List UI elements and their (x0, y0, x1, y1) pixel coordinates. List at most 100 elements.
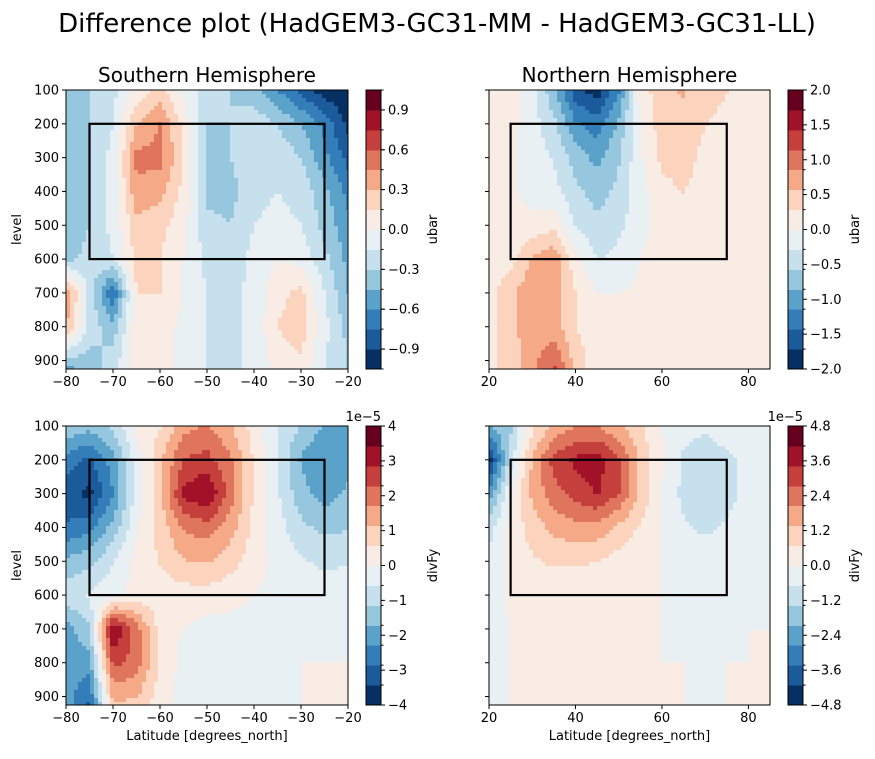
contour-cell (90, 262, 94, 266)
contour-cell (154, 154, 158, 158)
contour-cell (170, 270, 174, 274)
contour-cell (266, 246, 270, 250)
contour-cell (286, 242, 290, 246)
contour-cell (254, 142, 258, 146)
contour-cell (306, 358, 310, 362)
contour-cell (222, 270, 226, 274)
contour-cell (110, 278, 114, 282)
contour-cell (150, 226, 154, 230)
contour-cell (78, 354, 82, 358)
contour-cell (250, 338, 254, 342)
contour-cell (222, 362, 226, 366)
contour-cell (222, 242, 226, 246)
contour-cell (298, 358, 302, 362)
contour-cell (126, 302, 130, 306)
contour-cell (178, 202, 182, 206)
contour-cell (118, 98, 122, 102)
contour-cell (310, 198, 314, 202)
contour-cell (126, 118, 130, 122)
contour-cell (126, 226, 130, 230)
contour-cell (222, 118, 226, 122)
contour-cell (94, 114, 98, 118)
contour-cell (258, 238, 262, 242)
contour-cell (142, 118, 146, 122)
contour-cell (294, 274, 298, 278)
contour-cell (154, 98, 158, 102)
contour-cell (206, 182, 210, 186)
contour-cell (334, 250, 338, 254)
contour-cell (178, 194, 182, 198)
contour-cell (186, 246, 190, 250)
contour-cell (270, 250, 274, 254)
contour-cell (154, 270, 158, 274)
contour-cell (282, 290, 286, 294)
contour-cell (342, 110, 346, 114)
contour-cell (142, 214, 146, 218)
contour-cell (190, 310, 194, 314)
contour-cell (190, 298, 194, 302)
contour-cell (342, 90, 346, 94)
contour-cell (134, 350, 138, 354)
contour-cell (238, 170, 242, 174)
contour-cell (330, 350, 334, 354)
contour-cell (158, 282, 162, 286)
contour-cell (306, 338, 310, 342)
contour-cell (102, 130, 106, 134)
contour-cell (306, 154, 310, 158)
contour-cell (314, 362, 318, 366)
contour-cell (166, 238, 170, 242)
contour-cell (230, 278, 234, 282)
contour-cell (314, 150, 318, 154)
contour-cell (222, 114, 226, 118)
contour-cell (246, 214, 250, 218)
contour-cell (178, 362, 182, 366)
contour-cell (150, 278, 154, 282)
contour-cell (222, 162, 226, 166)
contour-cell (234, 154, 238, 158)
contour-cell (166, 282, 170, 286)
contour-cell (126, 178, 130, 182)
contour-cell (314, 162, 318, 166)
contour-cell (146, 110, 150, 114)
contour-cell (238, 310, 242, 314)
contour-cell (254, 230, 258, 234)
contour-cell (322, 114, 326, 118)
contour-cell (278, 174, 282, 178)
contour-cell (342, 294, 346, 298)
contour-cell (134, 170, 138, 174)
contour-cell (78, 258, 82, 262)
contour-cell (246, 174, 250, 178)
contour-cell (206, 90, 210, 94)
contour-cell (154, 142, 158, 146)
contour-cell (274, 334, 278, 338)
contour-cell (130, 278, 134, 282)
contour-cell (134, 178, 138, 182)
contour-cell (254, 146, 258, 150)
contour-cell (254, 246, 258, 250)
contour-cell (318, 270, 322, 274)
contour-cell (74, 182, 78, 186)
contour-cell (242, 278, 246, 282)
y-tick-label: 500 (34, 219, 59, 234)
contour-cell (238, 202, 242, 206)
contour-cell (170, 206, 174, 210)
contour-cell (222, 254, 226, 258)
contour-cell (234, 362, 238, 366)
contour-cell (74, 170, 78, 174)
contour-cell (138, 274, 142, 278)
contour-cell (234, 358, 238, 362)
contour-cell (186, 298, 190, 302)
contour-cell (286, 250, 290, 254)
contour-cell (214, 150, 218, 154)
contour-cell (74, 166, 78, 170)
contour-cell (334, 306, 338, 310)
contour-cell (130, 334, 134, 338)
contour-cell (318, 174, 322, 178)
contour-cell (246, 138, 250, 142)
contour-cell (126, 190, 130, 194)
contour-cell (166, 182, 170, 186)
contour-cell (322, 286, 326, 290)
contour-cell (70, 178, 74, 182)
contour-cell (122, 298, 126, 302)
contour-cell (250, 130, 254, 134)
